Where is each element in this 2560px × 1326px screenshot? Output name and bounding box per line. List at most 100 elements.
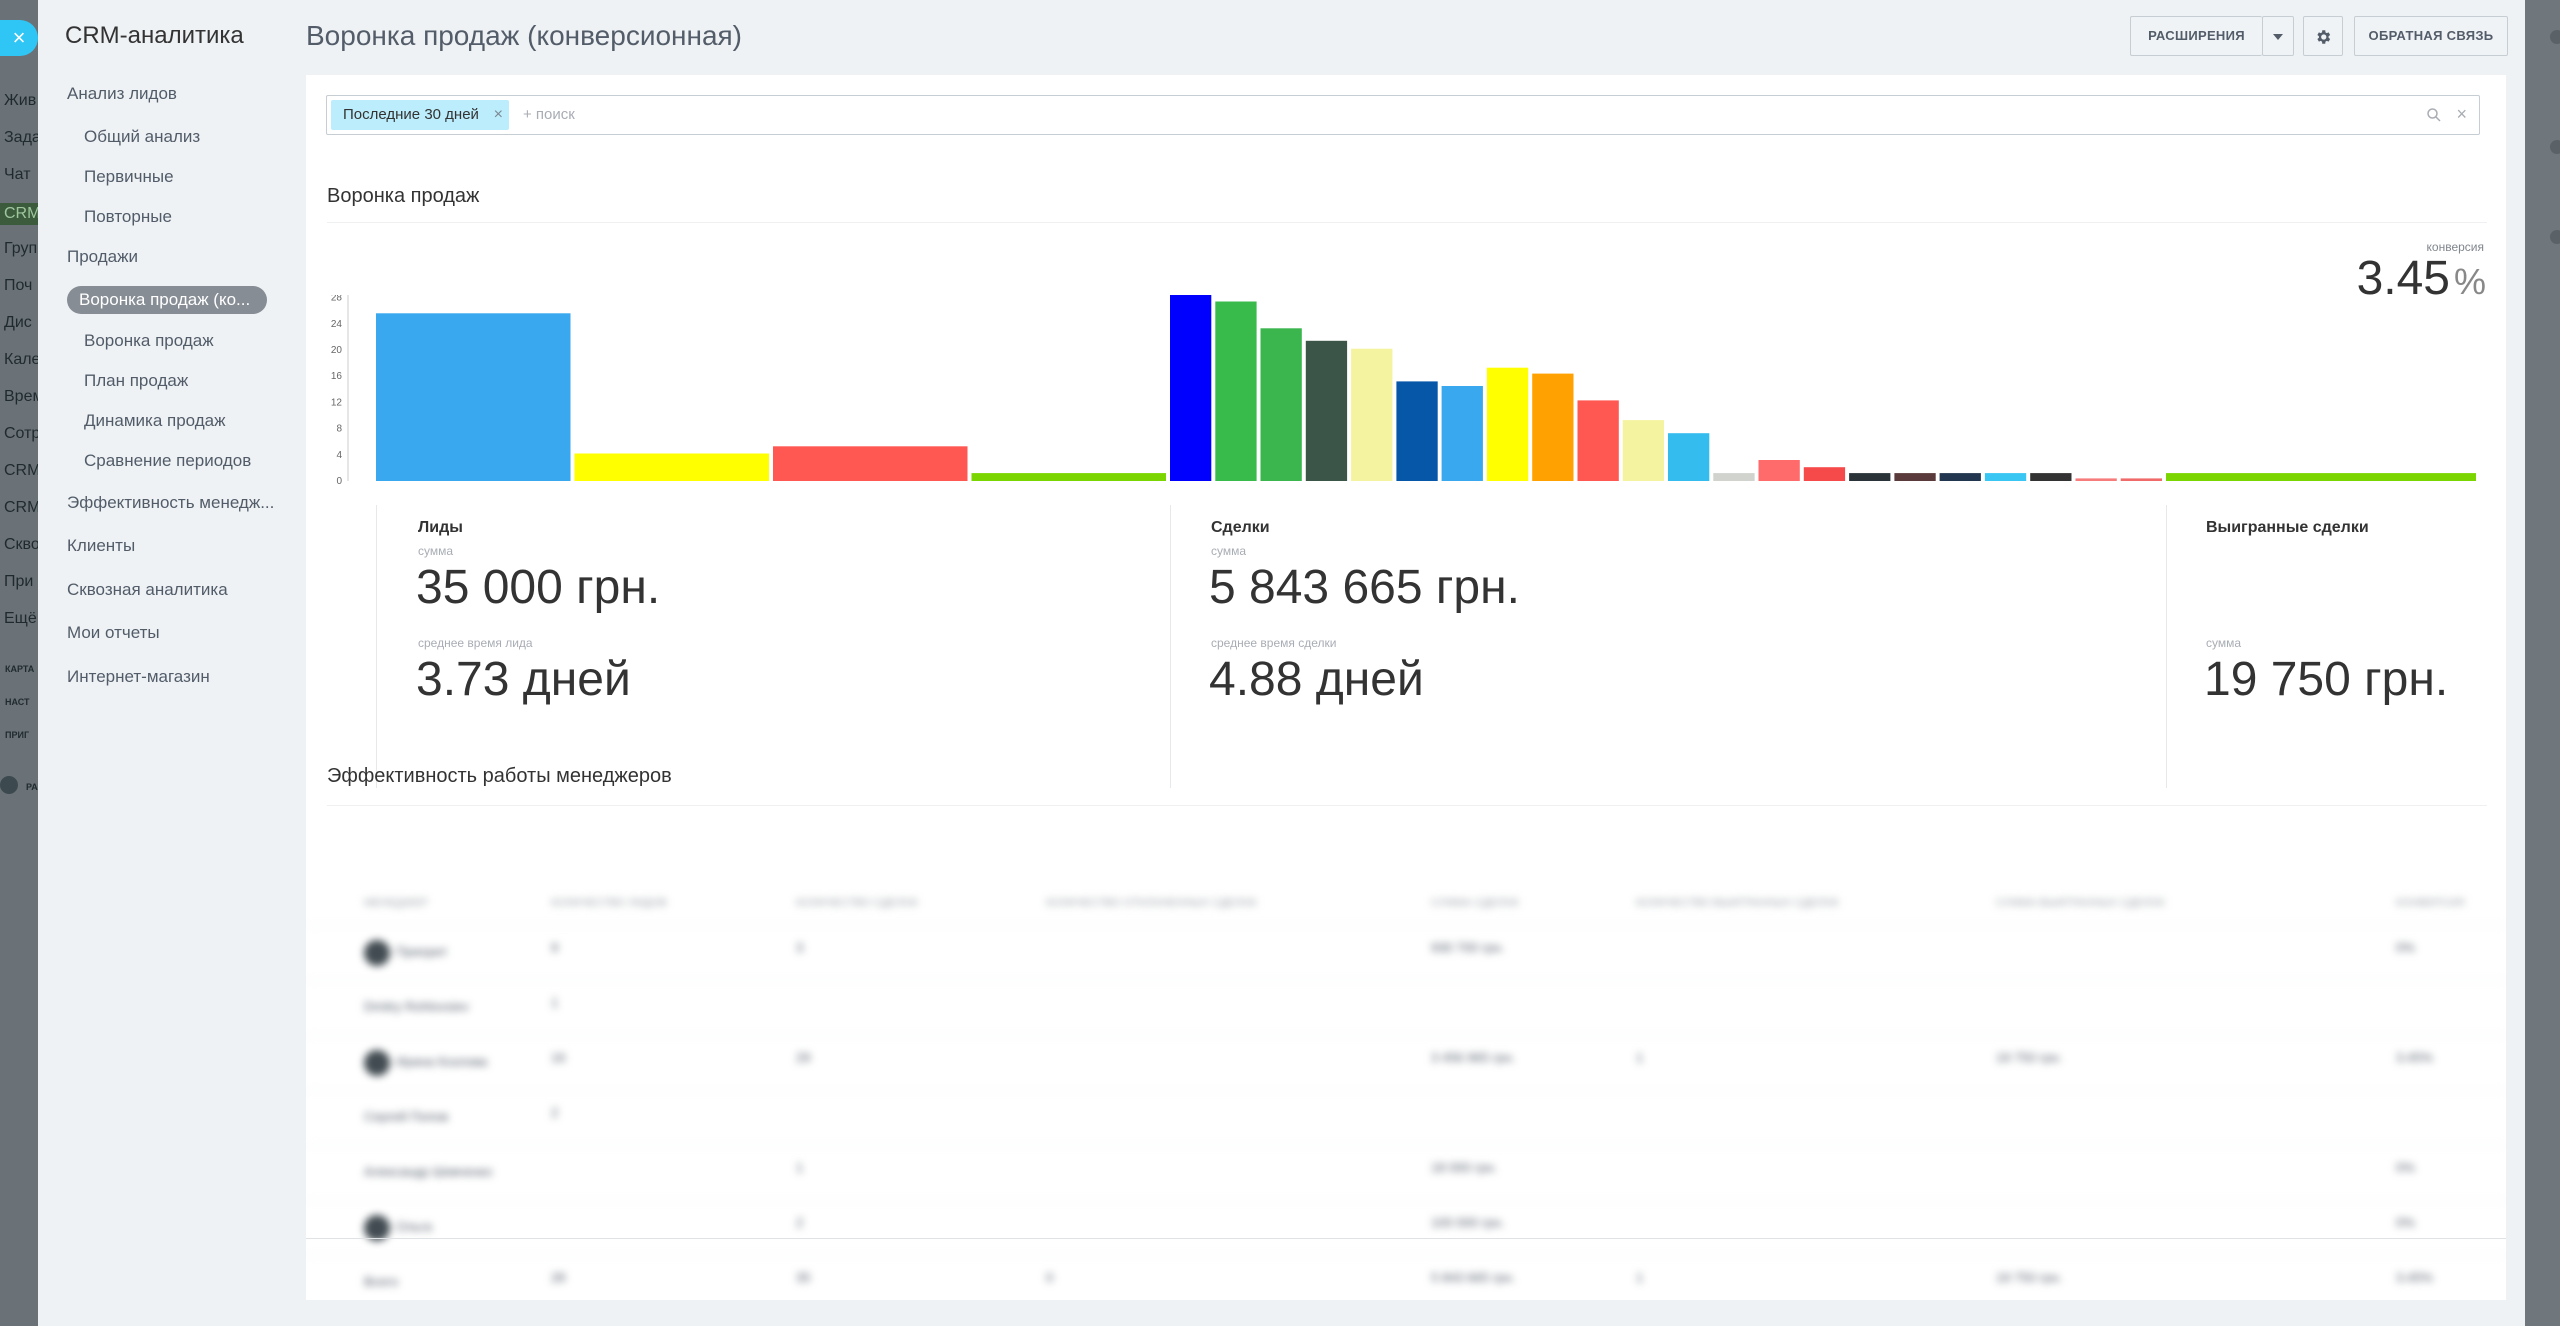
filter-clear-icon[interactable]: × [2456, 104, 2467, 124]
menu-item[interactable]: Повторные [84, 207, 172, 226]
settings-button[interactable] [2303, 16, 2343, 56]
menu-item[interactable]: Сквозная аналитика [67, 580, 228, 599]
menu-item[interactable]: План продаж [84, 371, 189, 390]
funnel-bar[interactable] [971, 473, 1167, 481]
table-header[interactable]: МЕНЕДЖЕР [364, 897, 429, 909]
menu-item[interactable]: Сравнение периодов [84, 451, 252, 470]
funnel-bar[interactable] [1260, 328, 1302, 481]
filter-chip-remove-icon[interactable]: × [493, 106, 503, 123]
menu-item[interactable]: Первичные [84, 167, 174, 186]
manager-name[interactable]: Dmitry Rohlovsiev [364, 999, 469, 1014]
menu-item[interactable]: Общий анализ [84, 127, 201, 146]
table-header[interactable]: СУММА ВЫИГРАННЫХ СДЕЛОК [1996, 897, 2165, 909]
background-menu-fragment: Ещё [4, 610, 37, 627]
menu-item-active[interactable]: Воронка продаж (ко... [67, 286, 267, 314]
table-header[interactable]: КОНВЕРСИЯ [2396, 897, 2465, 909]
menu-item[interactable]: Клиенты [67, 536, 136, 555]
filter-bar[interactable]: Последние 30 дней × + поиск × [326, 95, 2480, 135]
table-row[interactable]: Dmitry Rohlovsiev 1 [306, 980, 2506, 1034]
funnel-bar[interactable] [773, 446, 968, 481]
table-header[interactable]: КОЛИЧЕСТВО ВЫИГРАННЫХ СДЕЛОК [1636, 897, 1839, 909]
menu-item[interactable]: Продажи [67, 247, 138, 266]
table-row[interactable]: Александр Шевченко 1 18 000 грн. 0% [306, 1145, 2506, 1199]
table-cell-won-sum: 19 750 грн. [1996, 1270, 2063, 1285]
funnel-bar[interactable] [2075, 478, 2117, 481]
funnel-bar[interactable] [1758, 460, 1800, 481]
menu-item[interactable]: Воронка продаж [84, 331, 214, 350]
funnel-bar[interactable] [1668, 433, 1710, 481]
funnel-bar[interactable] [1215, 301, 1257, 482]
menu-item[interactable]: Интернет-магазин [67, 667, 210, 686]
table-row[interactable]: Всего 28 35 0 5 843 665 грн. 1 19 750 грн. 3.45… [306, 1255, 2506, 1309]
extensions-button[interactable]: РАСШИРЕНИЯ [2130, 16, 2262, 56]
funnel-bar[interactable] [2166, 473, 2476, 481]
table-row[interactable]: Приорит 9 3 930 700 грн. 0% [306, 925, 2506, 979]
funnel-bar[interactable] [2120, 478, 2162, 481]
won-deals-sum-value: 19 750 грн. [2204, 653, 2449, 706]
funnel-bar[interactable] [1984, 473, 2027, 481]
deals-time-value: 4.88 дней [1209, 653, 1424, 706]
funnel-bar[interactable] [1441, 386, 1483, 481]
funnel-bar[interactable] [1305, 340, 1348, 481]
funnel-bar[interactable] [1849, 473, 1891, 481]
funnel-bar[interactable] [2030, 473, 2072, 481]
extensions-dropdown-button[interactable] [2262, 16, 2294, 56]
background-menu-fragment: Кале [4, 351, 38, 368]
table-cell-sum: 930 700 грн. [1431, 940, 1505, 955]
funnel-bar[interactable] [1351, 348, 1393, 481]
table-header[interactable]: СУММА СДЕЛОК [1431, 897, 1519, 909]
funnel-bar[interactable] [1396, 381, 1438, 481]
table-header[interactable]: КОЛИЧЕСТВО ЛИДОВ [551, 897, 667, 909]
filter-search-input[interactable]: + поиск [523, 106, 575, 123]
funnel-bar[interactable] [1577, 400, 1619, 481]
table-header[interactable]: КОЛИЧЕСТВО СДЕЛОК [796, 897, 919, 909]
column-separator [1170, 505, 1171, 788]
background-menu-fragment: Сотр [4, 425, 38, 442]
funnel-bar[interactable] [1486, 367, 1529, 481]
column-separator [2166, 505, 2167, 788]
manager-name[interactable]: Ирина Козлова [396, 1054, 488, 1069]
table-cell-leads: 1 [551, 995, 559, 1010]
manager-name[interactable]: Приорит [396, 944, 448, 959]
managers-table: МЕНЕДЖЕР КОЛИЧЕСТВО ЛИДОВ КОЛИЧЕСТВО СДЕЛО… [306, 800, 2506, 1289]
table-row[interactable]: Сергей Попов 2 [306, 1090, 2506, 1144]
funnel-bar[interactable] [1532, 373, 1574, 481]
manager-name[interactable]: Ольга [396, 1219, 433, 1234]
funnel-bar[interactable] [1170, 295, 1212, 481]
background-portal-menu: Жив Зада Чат CRM Груп Поч Дис Кале Врем Сотр CRM CR… [0, 0, 38, 1326]
divider [306, 1238, 2506, 1239]
table-cell-deals: 29 [796, 1050, 811, 1065]
funnel-widget-title: Воронка продаж [327, 185, 480, 207]
filter-chip-period[interactable]: Последние 30 дней × [331, 100, 509, 130]
funnel-bar[interactable] [1894, 473, 1936, 481]
funnel-bar[interactable] [574, 453, 770, 482]
background-menu-fragment: Жив [4, 92, 37, 109]
background-menu-fragment: Дис [4, 314, 32, 331]
menu-item[interactable]: Анализ лидов [67, 84, 177, 103]
close-slider-button[interactable]: × [0, 20, 38, 56]
feedback-button[interactable]: ОБРАТНАЯ СВЯЗЬ [2354, 16, 2508, 56]
manager-name[interactable]: Всего [364, 1274, 399, 1289]
left-menu: CRM-аналитика Анализ лидов Общий анализ Пе… [38, 0, 293, 1326]
funnel-bar[interactable] [1939, 473, 1981, 481]
manager-name[interactable]: Сергей Попов [364, 1109, 449, 1124]
funnel-bar[interactable] [1622, 420, 1664, 481]
funnel-bar-chart: 0 4 8 12 16 20 24 2829 [331, 295, 2476, 487]
background-menu-fragment: Врем [4, 388, 38, 405]
search-icon[interactable] [2425, 106, 2443, 124]
funnel-bar[interactable] [1713, 473, 1755, 481]
funnel-bar[interactable] [1803, 467, 1846, 481]
menu-item[interactable]: Динамика продаж [84, 411, 226, 430]
avatar [364, 1215, 390, 1241]
manager-name[interactable]: Александр Шевченко [364, 1164, 493, 1179]
table-header[interactable]: КОЛИЧЕСТВО ОТКЛОНЕННЫХ СДЕЛОК [1046, 897, 1257, 909]
table-row[interactable]: Ольга 2 100 000 грн. 0% [306, 1200, 2506, 1254]
conversion-number: 3.45 [2356, 252, 2450, 305]
leads-time-label: среднее время лида [418, 636, 533, 650]
page-title: Воронка продаж (конверсионная) [306, 20, 743, 51]
menu-item[interactable]: Мои отчеты [67, 623, 160, 642]
table-cell-conv: 3.45% [2396, 1270, 2433, 1285]
menu-item[interactable]: Эффективность менедж... [67, 493, 275, 512]
table-row[interactable]: Ирина Козлова 16 29 3 456 965 грн. 1 19 750 г… [306, 1035, 2506, 1089]
funnel-bar[interactable] [376, 313, 571, 481]
